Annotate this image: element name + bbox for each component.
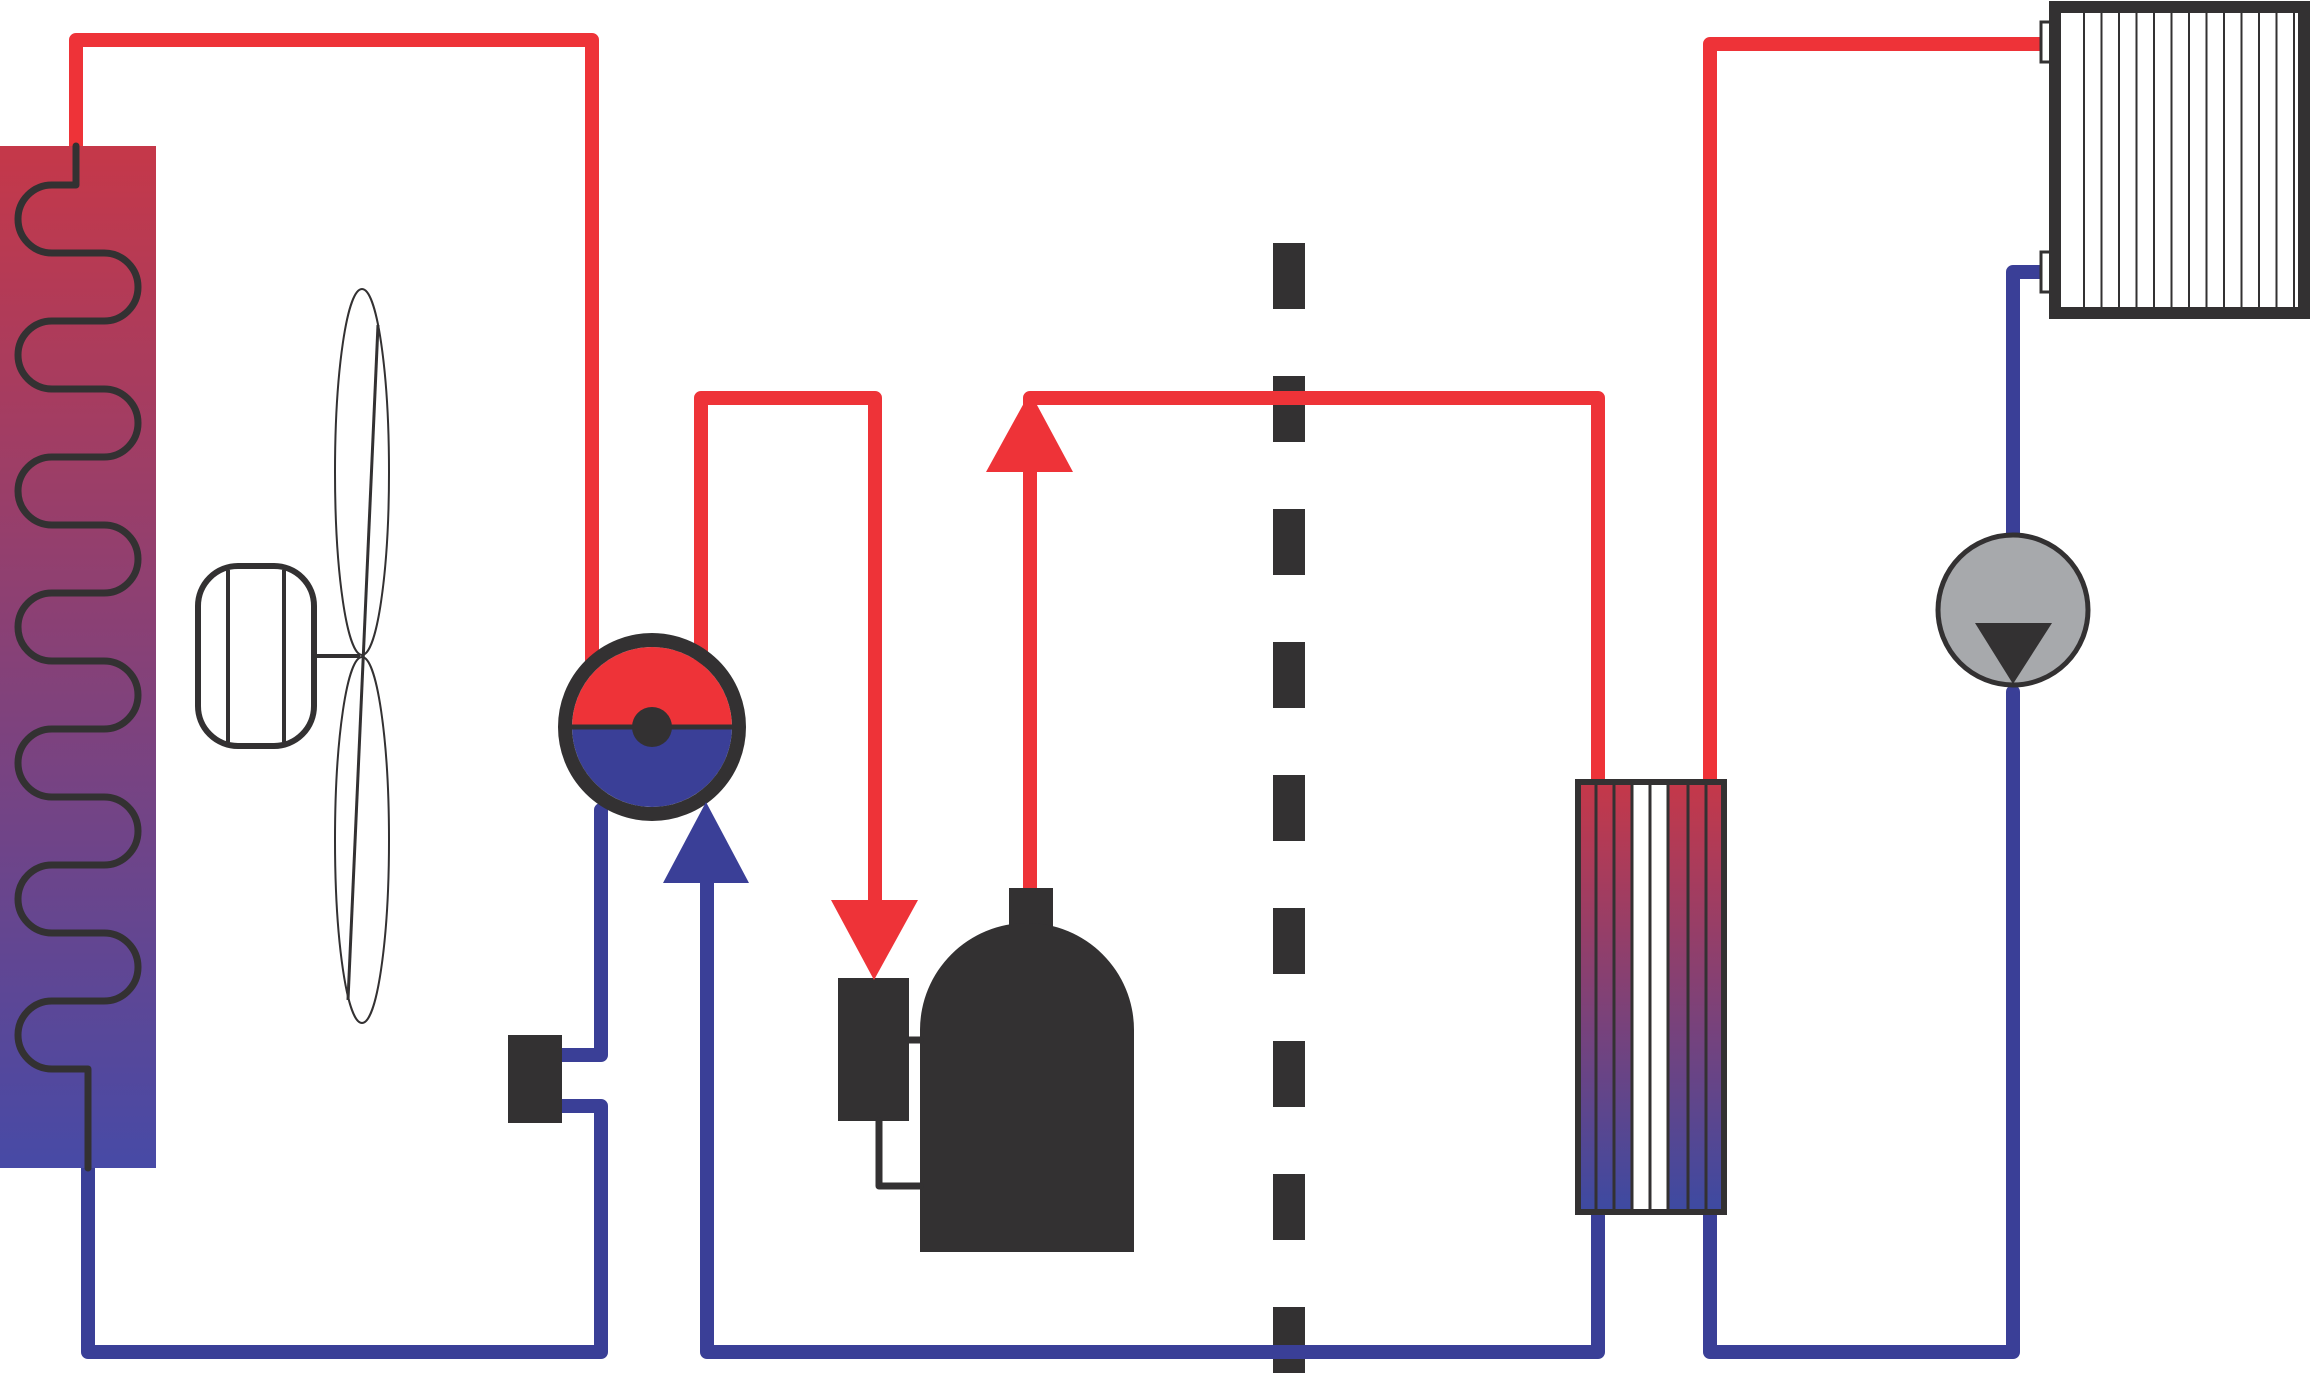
hx-frame — [1575, 779, 1727, 1215]
hx-cold-side — [1668, 782, 1724, 1212]
divider-dash — [1273, 908, 1305, 974]
valve-hot-half — [572, 647, 732, 727]
flow-arrow-up-hot — [986, 392, 1073, 472]
compressor-suction-pipe — [875, 1036, 924, 1190]
divider-dash — [1273, 243, 1305, 309]
compressor-discharge-cap — [1009, 888, 1053, 930]
valve-spool — [632, 707, 672, 747]
pump-direction-triangle — [1975, 623, 2052, 684]
radiator-icon — [2039, 1, 2310, 319]
valve-ring — [558, 633, 746, 821]
divider-dash — [1273, 1174, 1305, 1240]
fan-blade-axis — [346, 324, 380, 1001]
coil-tube — [14, 142, 142, 1172]
valve-cold-half — [572, 727, 732, 807]
pipe-coil-to-valve — [69, 33, 599, 667]
expansion-valve-body — [508, 1035, 562, 1123]
radiator-frame — [2049, 1, 2310, 319]
pipe-hx-to-valve-return — [700, 873, 1605, 1359]
dashed-boundary-line — [1273, 243, 1305, 1373]
divider-dash — [1273, 642, 1305, 708]
expansion-valve-icon — [508, 1035, 562, 1123]
reversing-valve-icon — [558, 633, 746, 821]
compressor-shell — [920, 923, 1134, 1252]
pipe-hx-to-pump-return — [1703, 685, 2020, 1359]
flow-arrow-up-cold — [663, 802, 749, 883]
compressor-accumulator — [838, 978, 909, 1121]
divider-dash — [1273, 1307, 1305, 1373]
fan-blade-upper — [334, 288, 390, 656]
hx-hot-side — [1578, 782, 1632, 1212]
cold-pipes — [81, 265, 2051, 1359]
compressor-icon — [838, 888, 1134, 1252]
divider-dash — [1273, 376, 1305, 442]
circulation-pump-icon — [1935, 532, 2091, 688]
hot-pipes — [69, 33, 2051, 912]
pipe-hx-to-radiator — [1703, 37, 2051, 789]
divider-dash — [1273, 1041, 1305, 1107]
divider-dash — [1273, 509, 1305, 575]
fan-motor — [195, 563, 317, 749]
pipe-valve-to-compressor-inlet — [694, 391, 882, 912]
flow-arrows — [663, 392, 1073, 980]
pump-body — [1935, 532, 2091, 688]
axial-fan-icon — [195, 288, 390, 1024]
pipe-pump-to-radiator — [2006, 265, 2051, 543]
divider-dash — [1273, 775, 1305, 841]
pipe-coil-to-expansion — [81, 1099, 608, 1359]
pipe-compressor-to-hx — [1023, 391, 1605, 895]
pipe-expansion-to-valve — [553, 803, 608, 1062]
serpentine-coil-icon — [0, 142, 156, 1172]
plate-heat-exchanger-icon — [1575, 779, 1727, 1215]
flow-arrow-down-hot — [831, 900, 918, 980]
